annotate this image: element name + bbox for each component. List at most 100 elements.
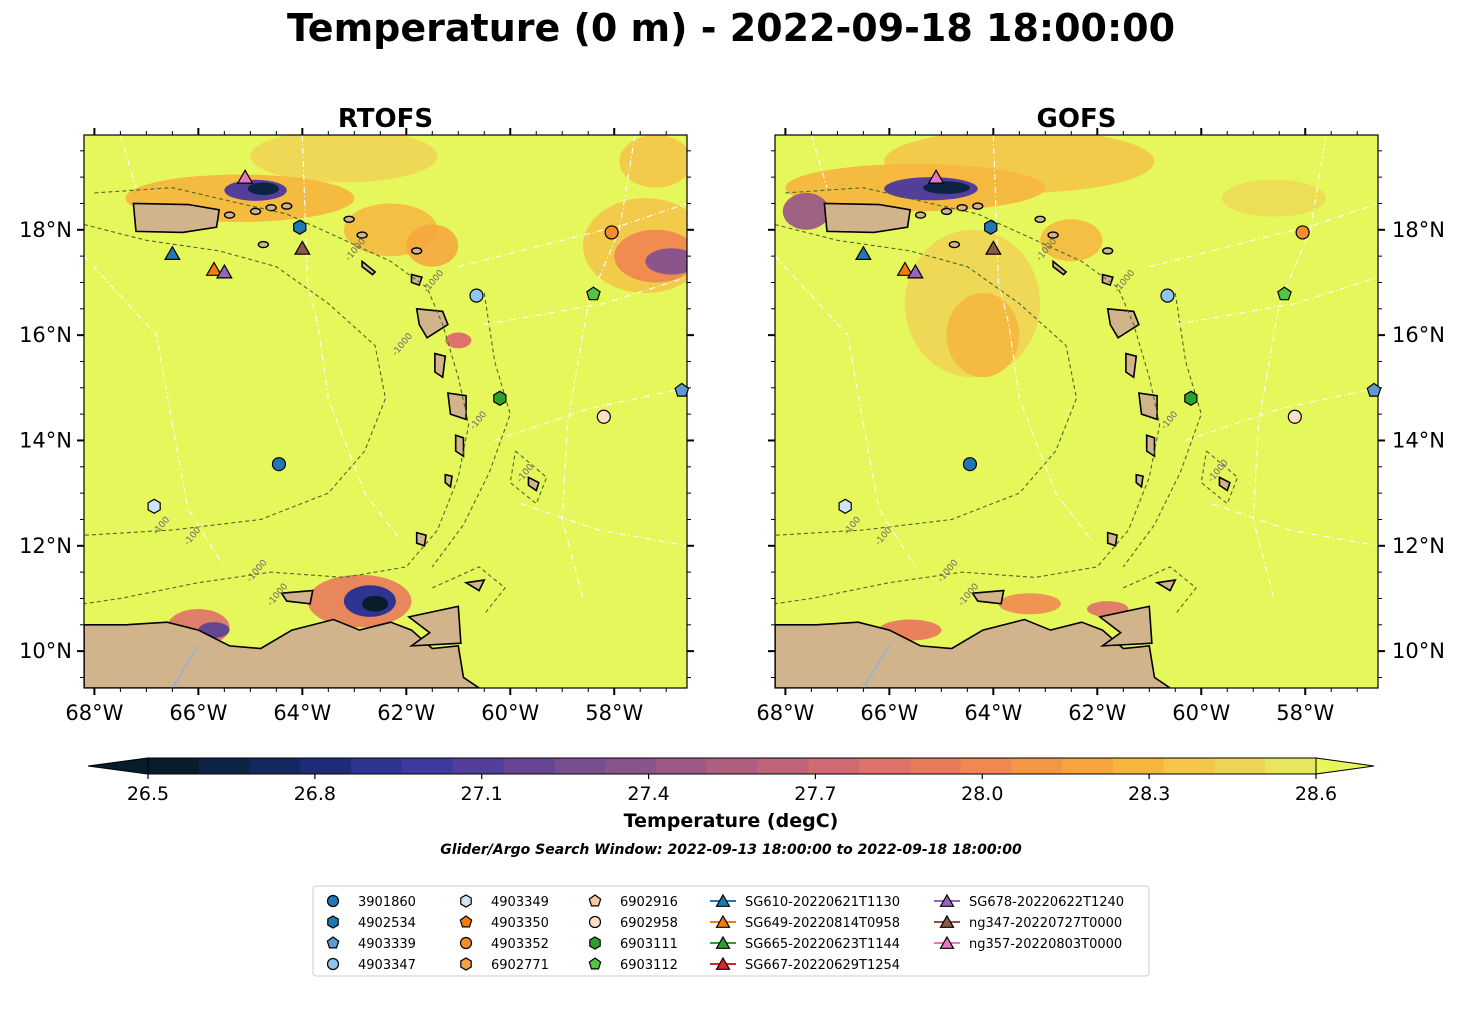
boundary-line bbox=[810, 135, 828, 188]
colorbar-bin bbox=[452, 758, 504, 774]
y-tick-label: 12°N bbox=[1392, 534, 1445, 558]
land-martinique bbox=[446, 392, 467, 421]
contour-line bbox=[1123, 566, 1197, 615]
legend-label: SG667-20220629T1254 bbox=[745, 958, 900, 973]
legend-frame bbox=[312, 885, 1150, 977]
land-trinidad bbox=[407, 605, 462, 647]
legend-label: 4903349 bbox=[491, 895, 549, 910]
colorbar-tick-label: 28.6 bbox=[1295, 783, 1337, 805]
colorbar-extend-high bbox=[1315, 757, 1375, 775]
marker-6902958 bbox=[1287, 409, 1302, 424]
marker-4903339 bbox=[674, 382, 690, 397]
marker-4903352 bbox=[604, 225, 619, 240]
legend-label: 6903112 bbox=[620, 958, 678, 973]
glider-ng357-20220803T0000 bbox=[927, 169, 945, 184]
colorbar-bin bbox=[706, 758, 758, 774]
y-tick-label: 10°N bbox=[19, 639, 72, 663]
legend-item: 6902771 bbox=[460, 957, 549, 973]
legend-glyph bbox=[715, 914, 731, 928]
legend-label: 4903350 bbox=[491, 916, 549, 931]
sst-patch bbox=[923, 181, 970, 194]
legend-item: SG665-20220623T1144 bbox=[710, 935, 900, 952]
legend-label: ng357-20220803T0000 bbox=[969, 937, 1122, 952]
land-puertoRico bbox=[132, 202, 221, 234]
glider-SG678-20220622T1240 bbox=[906, 263, 924, 279]
marker-6903111 bbox=[493, 390, 507, 406]
land-islet bbox=[1101, 247, 1114, 255]
x-tick-label: 66°W bbox=[860, 701, 918, 725]
colorbar-bin bbox=[808, 758, 860, 774]
bathymetry-contours bbox=[84, 187, 548, 615]
x-tick-label: 64°W bbox=[273, 701, 331, 725]
legend-glyph bbox=[459, 915, 473, 928]
legend-label: 4902534 bbox=[358, 916, 416, 931]
map-frame bbox=[83, 134, 688, 689]
sst-patch bbox=[619, 135, 687, 188]
legend-label: 6902958 bbox=[620, 916, 678, 931]
boundary-line bbox=[301, 135, 402, 541]
sst-patch bbox=[445, 332, 472, 349]
legend-item: ng357-20220803T0000 bbox=[934, 935, 1122, 952]
land-tobago bbox=[1154, 579, 1177, 592]
land-islet bbox=[1047, 231, 1059, 239]
marker-4902534 bbox=[984, 219, 998, 235]
legend-item: 4903350 bbox=[459, 915, 549, 931]
sst-patch bbox=[250, 135, 438, 183]
contour-line bbox=[1200, 450, 1239, 505]
contour-line bbox=[509, 450, 548, 505]
legend-label: SG665-20220623T1144 bbox=[745, 937, 900, 952]
legend-label: 6903111 bbox=[620, 937, 678, 952]
colorbar-tick-label: 27.4 bbox=[627, 783, 669, 805]
x-tick-label: 60°W bbox=[481, 701, 539, 725]
legend-label: 6902771 bbox=[491, 958, 549, 973]
legend-glyph bbox=[326, 936, 340, 949]
boundary-line bbox=[119, 135, 137, 188]
y-tick-label: 14°N bbox=[19, 428, 72, 452]
legend-glyph bbox=[326, 957, 340, 971]
marker-4903347 bbox=[469, 288, 484, 303]
panel-title: GOFS bbox=[1037, 104, 1117, 134]
legend-glyph bbox=[460, 957, 472, 971]
sst-patch bbox=[247, 182, 279, 196]
marker-6903112 bbox=[586, 286, 601, 301]
colorbar-bin bbox=[554, 758, 606, 774]
legend-glyph bbox=[588, 957, 602, 970]
land-trinidad bbox=[1098, 605, 1153, 647]
map-frame bbox=[774, 134, 1379, 689]
land-stkitts bbox=[1052, 259, 1068, 276]
legend-item: ng347-20220727T0000 bbox=[934, 914, 1122, 931]
land-grenada bbox=[415, 531, 427, 547]
legend-glyph bbox=[460, 894, 472, 908]
landmasses bbox=[775, 202, 1231, 688]
x-tick-label: 58°W bbox=[1276, 701, 1334, 725]
legend-label: 6902916 bbox=[620, 895, 678, 910]
land-islet bbox=[356, 231, 368, 239]
land-islet bbox=[281, 202, 293, 210]
legend-item: 6902958 bbox=[588, 915, 678, 931]
colorbar-bin bbox=[300, 758, 352, 774]
contour-line bbox=[431, 292, 511, 568]
x-tick-label: 58°W bbox=[585, 701, 643, 725]
legend: 3901860 4902534 4903339 4903347 4903349 49033… bbox=[312, 885, 1150, 977]
boundary-line bbox=[84, 255, 225, 568]
glider-SG649-20220814T0958 bbox=[896, 261, 914, 276]
glider-SG649-20220814T0958 bbox=[205, 261, 223, 276]
y-tick-label: 18°N bbox=[19, 218, 72, 242]
boundary-line bbox=[520, 503, 687, 547]
legend-glyph bbox=[715, 935, 731, 949]
legend-item: 4903347 bbox=[326, 957, 416, 973]
land-islet bbox=[914, 211, 927, 219]
boundary-line bbox=[1175, 276, 1378, 326]
y-tick-label: 12°N bbox=[19, 534, 72, 558]
contour-line bbox=[775, 224, 1078, 536]
map-field: -100 -100-1000-1000-1000-1000-100-1000 bbox=[775, 135, 1378, 688]
colorbar-tick-label: 28.0 bbox=[961, 783, 1003, 805]
land-dominica bbox=[1125, 352, 1138, 379]
x-tick-label: 68°W bbox=[65, 701, 123, 725]
land-stlucia bbox=[454, 434, 465, 458]
sst-patch bbox=[1040, 219, 1103, 262]
legend-item: SG667-20220629T1254 bbox=[710, 956, 900, 973]
colorbar-bin bbox=[960, 758, 1012, 774]
legend-item: SG678-20220622T1240 bbox=[934, 893, 1124, 910]
land-islet bbox=[1034, 215, 1046, 223]
